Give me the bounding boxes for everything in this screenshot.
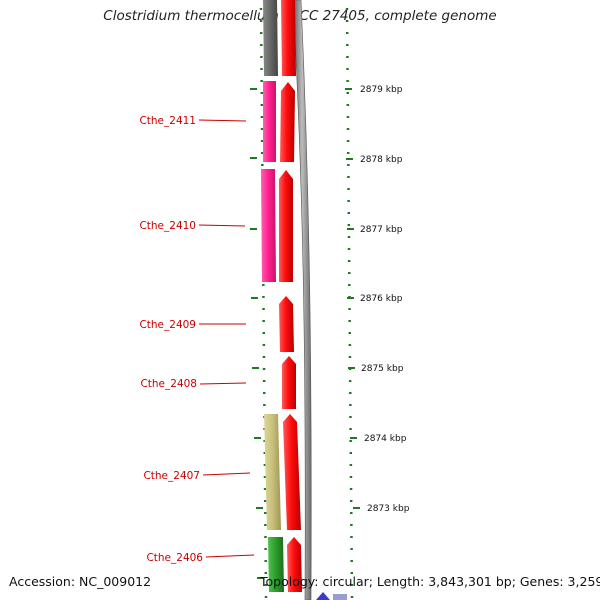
scale-label: 2874 kbp <box>364 434 407 444</box>
gene-tick-marks <box>250 88 264 579</box>
cog-block-magenta <box>261 169 276 282</box>
lavender-marker <box>333 594 347 600</box>
cds-arrow <box>281 0 296 76</box>
bottom-markers <box>316 592 347 600</box>
cds-arrow <box>280 82 295 162</box>
gene-label: Cthe_2408 <box>140 378 197 390</box>
scale-label: 2875 kbp <box>361 364 404 374</box>
gene-label: Cthe_2409 <box>139 319 196 331</box>
cog-category-ring <box>261 0 284 592</box>
cog-block-green <box>268 537 284 592</box>
scale-label: 2873 kbp <box>367 504 410 514</box>
topology-text: Topology: circular; Length: 3,843,301 bp… <box>260 574 600 589</box>
scale-label: 2876 kbp <box>360 294 403 304</box>
cds-track <box>279 0 302 592</box>
gene-labels: Cthe_2411 Cthe_2410 Cthe_2409 Cthe_2408 … <box>139 115 203 564</box>
cds-arrow <box>283 414 301 530</box>
cds-arrow <box>279 170 293 282</box>
gene-label: Cthe_2406 <box>146 552 203 564</box>
cog-block-magenta <box>263 81 276 162</box>
scale-tick-marks <box>345 88 360 509</box>
gene-label: Cthe_2410 <box>139 220 196 232</box>
cds-arrow <box>287 537 302 592</box>
gene-label-leaders <box>198 119 255 558</box>
scale-dotted-track <box>345 7 354 599</box>
scale-label: 2878 kbp <box>360 155 403 165</box>
scale-label: 2877 kbp <box>360 225 403 235</box>
blue-marker <box>316 592 330 600</box>
gene-label: Cthe_2407 <box>143 470 200 482</box>
accession-text: Accession: NC_009012 <box>9 574 152 589</box>
cds-arrow <box>279 296 294 352</box>
cog-block-khaki <box>264 414 281 530</box>
scale-labels: 2879 kbp 2878 kbp 2877 kbp 2876 kbp 2875… <box>360 85 410 514</box>
scale-label: 2879 kbp <box>360 85 403 95</box>
cog-block-gray <box>263 0 278 76</box>
gene-label: Cthe_2411 <box>139 115 196 127</box>
cds-arrow <box>282 356 296 409</box>
genome-backbone <box>292 0 312 600</box>
